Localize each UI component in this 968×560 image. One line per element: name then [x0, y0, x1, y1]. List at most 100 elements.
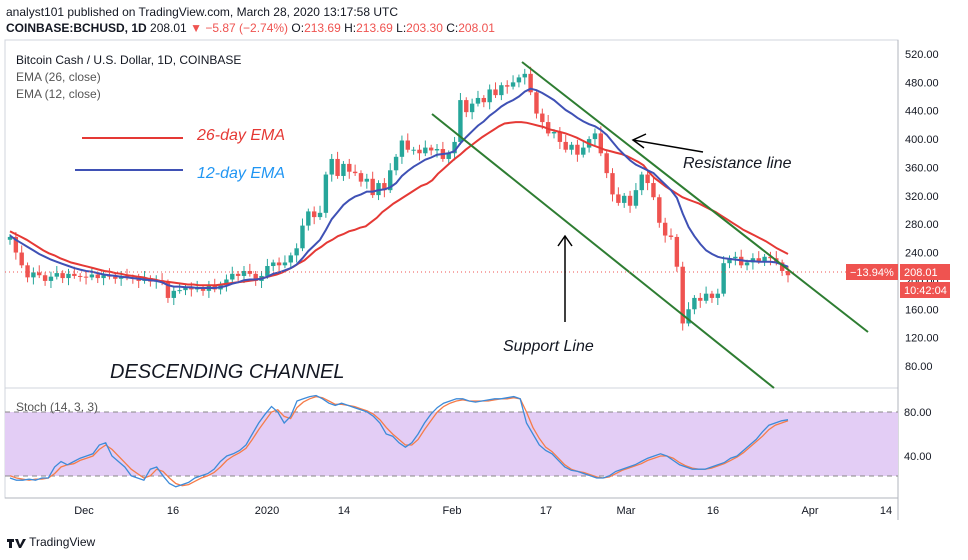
price-tag: 208.01: [904, 267, 938, 279]
y-tick-label: 280.00: [905, 219, 939, 231]
candle-body: [13, 236, 19, 253]
footer[interactable]: TradingView: [6, 535, 95, 549]
last-price: 208.01: [150, 21, 187, 35]
candle-body: [235, 273, 241, 276]
ema12-annotation: 12-day EMA: [197, 165, 285, 182]
candle-body: [698, 297, 703, 301]
stoch-tick-80: 80.00: [904, 407, 932, 419]
candle-body: [241, 270, 247, 276]
candle-body: [505, 85, 510, 87]
y-tick-label: 480.00: [905, 77, 939, 89]
ema12-line: [9, 87, 789, 289]
candle-body: [393, 156, 399, 171]
candle-body: [762, 256, 767, 262]
candle-body: [662, 222, 668, 236]
candle-body: [329, 158, 334, 175]
candle-body: [31, 272, 36, 278]
candle-body: [200, 288, 206, 291]
y-tick-label: 160.00: [905, 304, 939, 316]
chart-title: Bitcoin Cash / U.S. Dollar, 1D, COINBASE: [16, 53, 241, 67]
candle-body: [335, 158, 340, 176]
candle-body: [376, 183, 381, 196]
candle-body: [475, 97, 481, 104]
resistance-label: Resistance line: [683, 155, 792, 172]
close-value: 208.01: [458, 21, 495, 35]
candle-body: [317, 212, 323, 218]
y-axis: 520.00 480.00 440.00 400.00 360.00 320.00 280.…: [905, 49, 939, 373]
candle-body: [522, 73, 527, 78]
candle-body: [352, 171, 358, 174]
candle-body: [399, 140, 405, 157]
symbol: COINBASE:BCHUSD, 1D: [6, 21, 147, 35]
candle-body: [528, 73, 533, 93]
candle-body: [744, 262, 750, 266]
candle-body: [19, 252, 24, 266]
candle-body: [569, 144, 574, 150]
candle-body: [604, 153, 609, 174]
candle-body: [72, 273, 77, 276]
candle-body: [563, 141, 568, 150]
x-tick-label: Feb: [443, 505, 462, 517]
candle-body: [545, 122, 551, 134]
ema26-line: [9, 121, 789, 287]
candle-body: [323, 174, 329, 213]
candle-body: [48, 276, 54, 281]
candle-body: [610, 173, 615, 195]
candle-body: [37, 272, 42, 276]
y-tick-label: 80.00: [905, 361, 933, 373]
candle-body: [136, 278, 141, 281]
candle-body: [598, 133, 604, 154]
candle-body: [60, 273, 65, 279]
candle-body: [382, 183, 387, 191]
candles: [7, 66, 791, 331]
candle-body: [405, 140, 410, 150]
candle-body: [358, 173, 364, 182]
candle-body: [388, 170, 393, 191]
candle-body: [458, 100, 463, 142]
candle-body: [616, 194, 621, 203]
candle-body: [715, 293, 721, 298]
candle-body: [282, 262, 288, 266]
candle-body: [224, 279, 229, 285]
candle-body: [627, 195, 633, 206]
candle-body: [446, 153, 451, 159]
candle-body: [680, 266, 685, 324]
y-tick-label: 440.00: [905, 106, 939, 118]
candle-body: [452, 141, 457, 154]
candle-body: [592, 133, 598, 140]
candle-body: [165, 282, 171, 298]
candle-body: [428, 147, 434, 151]
candle-body: [639, 174, 644, 191]
candle-body: [481, 97, 487, 103]
resistance-channel-line: [521, 61, 869, 333]
down-arrow-icon: ▼: [190, 21, 202, 35]
candle-body: [271, 262, 276, 267]
y-tick-label: 360.00: [905, 162, 939, 174]
price-change: −5.87 (−2.74%): [205, 21, 289, 35]
candle-body: [703, 293, 709, 301]
candle-body: [66, 273, 71, 279]
candle-body: [657, 197, 662, 223]
y-tick-label: 240.00: [905, 248, 939, 260]
x-tick-label: Mar: [617, 505, 636, 517]
candle-body: [370, 178, 375, 196]
candle-body: [674, 236, 680, 267]
resistance-arrow-line: [632, 139, 704, 153]
candle-body: [464, 100, 469, 113]
candle-body: [311, 211, 317, 218]
candle-body: [645, 174, 650, 184]
y-tick-label: 120.00: [905, 333, 939, 345]
support-label: Support Line: [503, 338, 594, 355]
y-tick-label: 520.00: [905, 49, 939, 61]
y-tick-label: 400.00: [905, 134, 939, 146]
candle-body: [171, 290, 176, 298]
candle-body: [575, 144, 580, 155]
candle-body: [177, 290, 182, 292]
ema26-legend: EMA (26, close): [16, 70, 101, 84]
candle-body: [534, 92, 539, 114]
stoch-band: [5, 412, 898, 476]
candle-body: [721, 263, 726, 294]
candle-body: [54, 273, 59, 277]
ema26-annotation: 26-day EMA: [196, 127, 285, 144]
